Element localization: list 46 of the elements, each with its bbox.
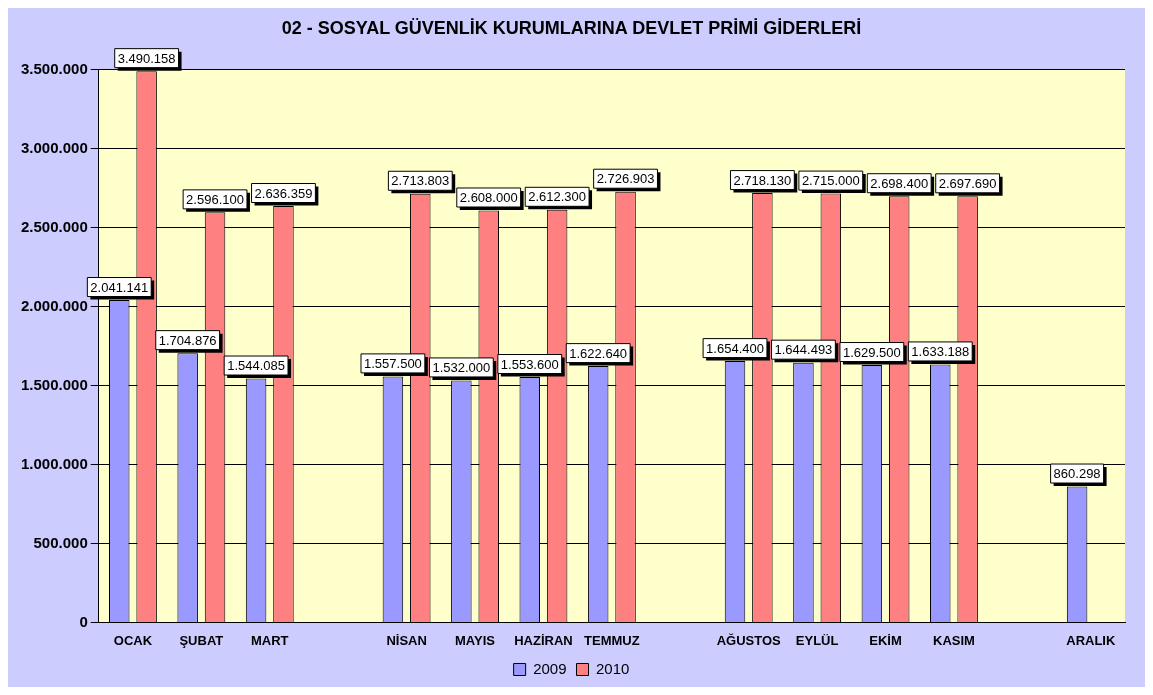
- data-label: 1.553.600: [500, 356, 559, 372]
- data-label: 3.490.158: [117, 50, 176, 66]
- x-tick-label: HAZİRAN: [514, 632, 573, 648]
- data-label: 2.636.359: [254, 185, 313, 201]
- x-tick-label: TEMMUZ: [584, 632, 640, 648]
- x-tick-label: MAYIS: [455, 632, 496, 648]
- y-tick-label: 2.000.000: [21, 296, 88, 314]
- y-tick-label: 1.000.000: [21, 454, 88, 472]
- data-label: 2.713.803: [391, 173, 450, 189]
- data-label: 2.612.300: [528, 189, 587, 205]
- data-label: 860.298: [1053, 466, 1101, 482]
- data-label: 2.715.000: [801, 173, 860, 189]
- data-label: 1.644.493: [774, 342, 833, 358]
- data-label: 2.697.690: [938, 175, 997, 191]
- data-label: 1.629.500: [842, 344, 901, 360]
- data-label: 2.041.141: [90, 279, 149, 295]
- data-label: 2.726.903: [596, 171, 655, 187]
- data-label: 1.654.400: [706, 340, 764, 356]
- x-tick-label: ŞUBAT: [179, 632, 224, 648]
- legend-label: 2010: [596, 659, 630, 677]
- x-tick-label: MART: [251, 632, 289, 648]
- y-tick-label: 3.000.000: [21, 138, 88, 156]
- x-tick-label: EYLÜL: [795, 632, 839, 648]
- data-label: 1.557.500: [364, 355, 422, 371]
- data-label: 1.532.000: [432, 360, 491, 376]
- y-tick-label: 2.500.000: [21, 217, 88, 235]
- y-tick-label: 3.500.000: [21, 59, 88, 77]
- x-tick-label: ARALIK: [1066, 632, 1116, 648]
- y-tick-label: 500.000: [33, 533, 88, 551]
- chart-title: 02 - SOSYAL GÜVENLİK KURUMLARINA DEVLET PRİMİ GİDERLERİ: [281, 17, 862, 38]
- data-label: 2.596.100: [186, 191, 244, 207]
- y-tick-label: 1.500.000: [21, 375, 88, 393]
- x-tick-label: AĞUSTOS: [716, 632, 782, 648]
- data-label: 1.633.188: [911, 344, 970, 360]
- x-tick-label: OCAK: [113, 632, 153, 648]
- data-label: 2.698.400: [870, 175, 929, 191]
- data-label: 2.608.000: [459, 190, 518, 206]
- legend-label: 2009: [533, 659, 567, 677]
- x-tick-label: NİSAN: [386, 632, 427, 648]
- x-tick-label: EKİM: [869, 632, 902, 648]
- data-label: 1.704.876: [158, 332, 217, 348]
- data-label: 2.718.130: [733, 172, 792, 188]
- x-tick-label: KASIM: [933, 632, 975, 648]
- data-label: 1.622.640: [569, 345, 628, 361]
- data-label: 1.544.085: [227, 358, 286, 374]
- y-tick-label: 0: [79, 612, 88, 630]
